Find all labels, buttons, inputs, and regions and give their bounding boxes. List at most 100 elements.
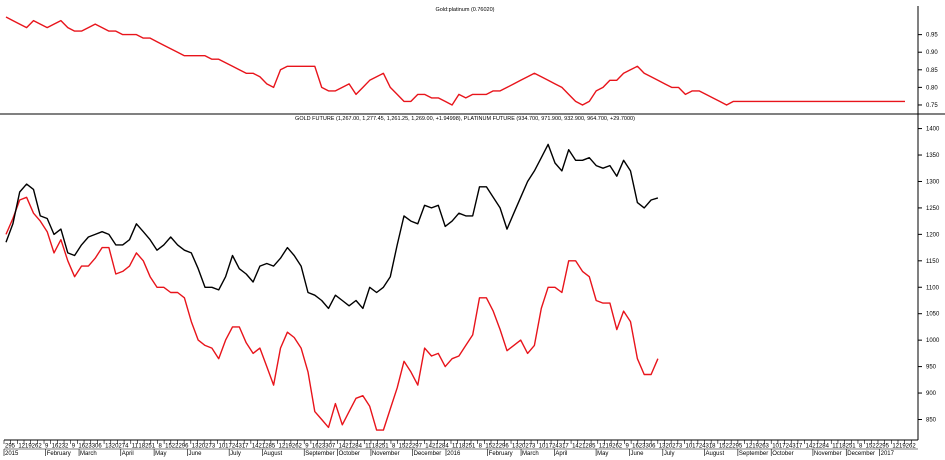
x-day-label: 13 [659,444,666,450]
x-day-label: 22 [726,444,733,450]
x-day-label: 30 [645,444,652,450]
x-day-label: 1 [385,444,389,450]
x-day-label: 4 [359,444,363,450]
x-day-label: 30 [92,444,99,450]
x-month-label: July [664,451,675,457]
x-day-label: 29 [178,444,185,450]
x-day-label: 22 [172,444,179,450]
x-day-label: 24 [699,444,706,450]
x-day-label: 4 [826,444,830,450]
x-day-label: 15 [165,444,172,450]
x-month-label: August [264,451,283,457]
x-day-label: 3 [766,444,770,450]
x-day-label: 7 [245,444,249,450]
x-day-label: 24 [552,444,559,450]
x-day-label: 17 [545,444,552,450]
x-day-label: 8 [712,444,716,450]
futures-tick-label: 950 [926,365,937,371]
x-day-label: 25 [145,444,152,450]
x-day-label: 23 [319,444,326,450]
x-day-label: 28 [439,444,446,450]
x-day-label: 22 [405,444,412,450]
x-month-label: October [772,451,793,457]
x-day-label: 23 [58,444,65,450]
x-day-label: 18 [372,444,379,450]
x-day-label: 18 [839,444,846,450]
x-day-label: 2 [38,444,42,450]
x-month-label: February [47,451,71,457]
x-day-label: 4 [445,444,449,450]
x-day-label: 6 [185,444,189,450]
futures-tick-label: 1400 [926,127,940,133]
x-day-label: 11 [365,444,372,450]
x-month-label: March [522,451,539,457]
x-day-label: 23 [639,444,646,450]
x-day-label: 28 [585,444,592,450]
x-day-label: 28 [819,444,826,450]
x-day-label: 7 [332,444,336,450]
x-month-label: March [80,451,97,457]
x-day-label: 25 [846,444,853,450]
x-month-label: May [597,451,608,457]
futures-tick-label: 1300 [926,179,940,185]
x-day-label: 26 [292,444,299,450]
x-day-label: 29 [499,444,506,450]
x-day-label: 28 [352,444,359,450]
x-day-label: 6 [505,444,509,450]
futures-tick-label: 850 [926,417,937,423]
x-day-label: 8 [859,444,863,450]
x-day-label: 5 [886,444,890,450]
x-day-label: 26 [759,444,766,450]
x-day-label: 22 [492,444,499,450]
x-day-label: 6 [652,444,656,450]
x-day-label: 19 [285,444,292,450]
x-day-label: 9 [45,444,49,450]
futures-tick-label: 1000 [926,338,940,344]
x-day-label: 31 [559,444,566,450]
x-month-label: September [305,451,334,457]
x-month-label: April [555,451,567,457]
ratio-tick-label: 0.90 [926,50,938,56]
futures-tick-label: 1050 [926,312,940,318]
x-day-label: 6 [98,444,102,450]
x-day-label: 31 [239,444,246,450]
x-day-label: 23 [85,444,92,450]
ratio-tick-label: 0.80 [926,85,938,91]
futures-tick-label: 1250 [926,206,940,212]
x-day-label: 3 [679,444,683,450]
x-day-label: 14 [425,444,432,450]
x-day-label: 27 [118,444,125,450]
x-month-label: December [414,451,442,457]
x-day-label: 25 [465,444,472,450]
x-month-label: 2016 [447,451,461,457]
x-month-label: October [339,451,360,457]
x-day-label: 29 [732,444,739,450]
x-day-label: 28 [265,444,272,450]
x-day-label: 20 [519,444,526,450]
futures-tick-label: 1350 [926,153,940,159]
x-day-label: 10 [772,444,779,450]
x-day-label: 20 [198,444,205,450]
x-month-label: April [122,451,134,457]
x-day-label: 3 [212,444,216,450]
x-day-label: 17 [779,444,786,450]
x-day-label: 5 [272,444,276,450]
x-month-label: 2015 [5,451,19,457]
x-day-label: 31 [706,444,713,450]
x-day-label: 17 [692,444,699,450]
x-day-label: 14 [806,444,813,450]
x-day-label: 7 [419,444,423,450]
x-day-label: 3 [532,444,536,450]
x-day-label: 27 [525,444,532,450]
x-day-label: 11 [832,444,839,450]
x-day-label: 25 [379,444,386,450]
x-day-label: 9 [625,444,629,450]
x-day-label: 2 [619,444,623,450]
x-month-label: 2017 [881,451,895,457]
x-month-label: July [230,451,241,457]
futures-tick-label: 1100 [926,285,940,291]
x-day-label: 8 [392,444,396,450]
x-month-label: June [188,451,202,457]
